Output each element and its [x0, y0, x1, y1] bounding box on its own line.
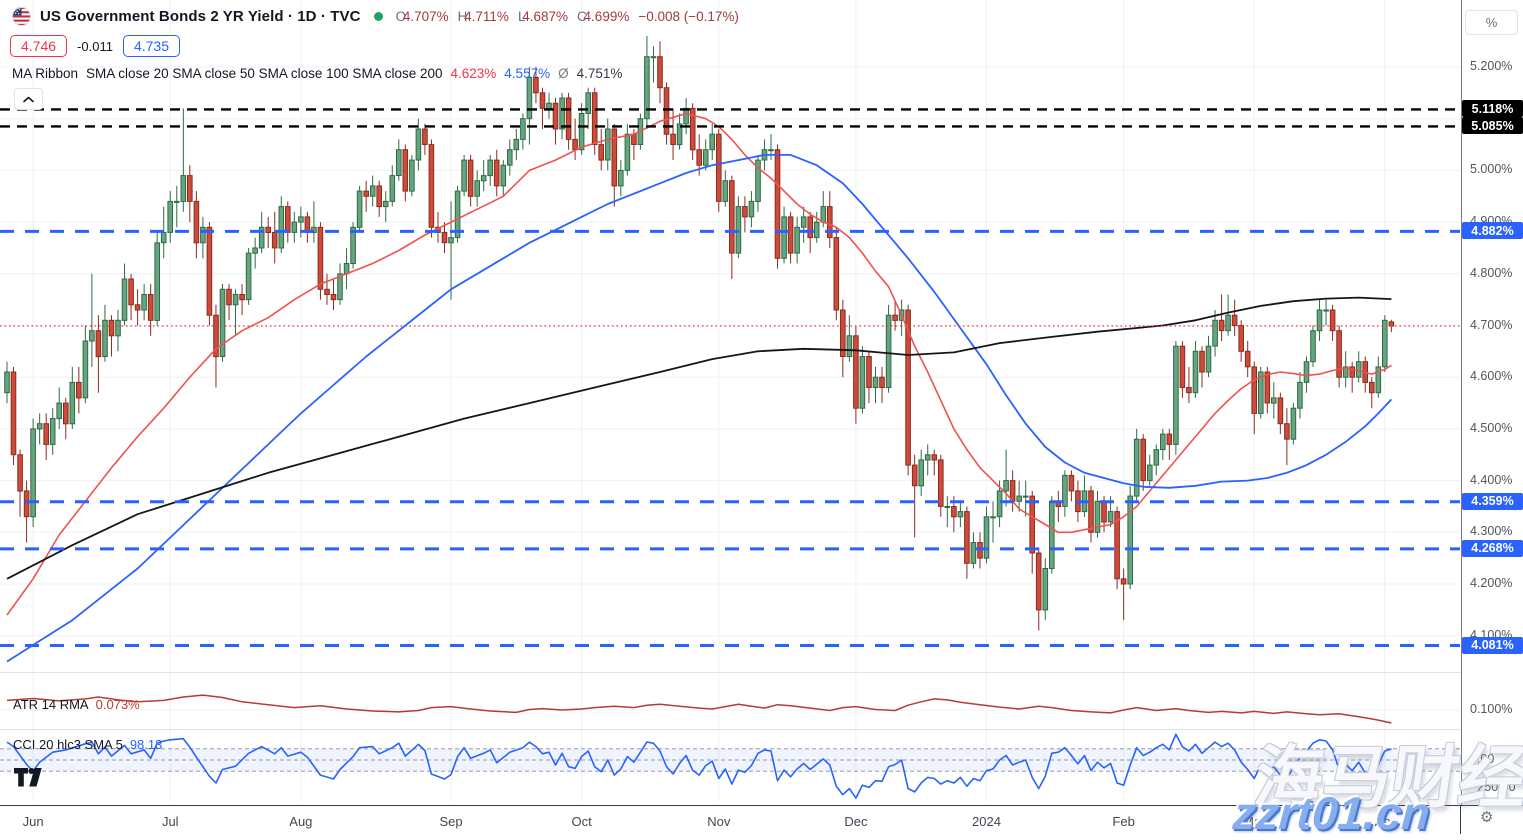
time-axis-label: Oct [571, 814, 592, 829]
symbol-title[interactable]: US Government Bonds 2 YR Yield · 1D · TV… [40, 8, 361, 25]
axis-corner-divider [1460, 805, 1461, 834]
time-axis-label: 2024 [972, 814, 1001, 829]
ma-ribbon-title: MA Ribbon [12, 66, 79, 81]
ma-ribbon-params: SMA close 20 SMA close 50 SMA close 100 … [86, 66, 443, 81]
price-tick-label: 4.600% [1470, 369, 1513, 384]
sma200-value: 4.751% [576, 66, 623, 81]
level-price-label: 4.268% [1462, 539, 1523, 557]
time-axis-label: Sep [439, 814, 463, 829]
open-value: 4.707% [402, 9, 449, 24]
sma200-line [6, 296, 1392, 580]
cci-tick-label: −250.00 [1470, 780, 1516, 794]
atr-legend[interactable]: ATR 14 RMA 0.073% [13, 697, 140, 712]
low-label: L [517, 9, 526, 24]
chevron-up-icon [23, 96, 34, 102]
price-tick-label: 4.400% [1470, 472, 1513, 487]
time-axis-label: Jun [22, 814, 44, 829]
symbol-legend: US Government Bonds 2 YR Yield · 1D · TV… [12, 7, 739, 26]
spread-value: -0.011 [77, 38, 113, 54]
sma100-value: Ø [558, 66, 569, 81]
price-tick-label: 4.300% [1470, 524, 1513, 539]
legend-collapse-button[interactable] [14, 88, 43, 110]
cci-line [6, 733, 1392, 799]
sma50-value: 4.557% [504, 66, 551, 81]
cci-tick-label: 0.00 [1470, 752, 1495, 766]
sell-button[interactable]: 4.746 [10, 35, 68, 57]
time-axis-label: Aug [289, 814, 313, 829]
change-value: −0.008 (−0.17%) [638, 9, 739, 24]
atr-tick-label: 0.100% [1470, 702, 1513, 716]
close-value: 4.699% [583, 9, 630, 24]
atr-value: 0.073% [95, 697, 140, 712]
time-axis-label: Dec [844, 814, 868, 829]
time-axis-label: Mar [1243, 814, 1266, 829]
price-tick-label: 4.800% [1470, 265, 1513, 280]
price-axis[interactable]: 5.200% 5.000% 4.900% 4.800% 4.700% 4.600% 4.50… [1461, 0, 1523, 805]
price-tick-label: 4.200% [1470, 576, 1513, 590]
high-value: 4.711% [464, 9, 509, 24]
level-price-label: 4.882% [1462, 222, 1523, 240]
us-flag-icon [12, 7, 31, 26]
sma20-line [6, 112, 1392, 616]
trade-buttons: 4.746 -0.011 4.735 [10, 35, 180, 57]
level-price-label: 5.118% [1462, 100, 1523, 118]
tradingview-logo-icon[interactable] [14, 768, 47, 792]
atr-line [6, 694, 1392, 724]
price-tick-label: 5.000% [1470, 162, 1513, 177]
time-axis-label: Jul [161, 814, 179, 829]
level-price-label: 4.359% [1462, 492, 1523, 510]
ohlc-values: O 4.707% H 4.711% L 4.687% C 4.699% −0.0… [396, 9, 739, 24]
level-price-label: 4.081% [1462, 636, 1523, 654]
candlestick-series [4, 36, 1395, 631]
price-tick-label: 5.200% [1470, 59, 1513, 73]
gear-icon[interactable]: ⚙ [1480, 808, 1494, 826]
level-price-label: 5.085% [1462, 117, 1523, 135]
time-axis[interactable]: Jun Jul Aug Sep Oct Nov Dec 2024 Feb Mar Apr [0, 805, 1523, 835]
time-axis-label: Feb [1112, 814, 1135, 829]
cci-label: CCI 20 hlc3 SMA 5 [13, 737, 123, 752]
sma50-line [6, 154, 1393, 663]
time-axis-label: Apr [1374, 814, 1395, 829]
buy-button[interactable]: 4.735 [122, 35, 180, 57]
cci-value: 98.13 [129, 737, 163, 752]
cci-legend[interactable]: CCI 20 hlc3 SMA 5 98.13 [13, 737, 162, 752]
ma-ribbon-legend[interactable]: MA Ribbon SMA close 20 SMA close 50 SMA … [12, 66, 622, 81]
price-tick-label: 4.700% [1470, 317, 1513, 332]
atr-label: ATR 14 RMA [13, 697, 89, 712]
market-status-dot-icon[interactable] [373, 12, 383, 21]
time-axis-label: Nov [707, 814, 731, 829]
percent-scale-button[interactable]: % [1465, 10, 1518, 35]
sma20-value: 4.623% [450, 66, 497, 81]
price-tick-label: 4.500% [1470, 420, 1513, 435]
low-value: 4.687% [522, 9, 569, 24]
